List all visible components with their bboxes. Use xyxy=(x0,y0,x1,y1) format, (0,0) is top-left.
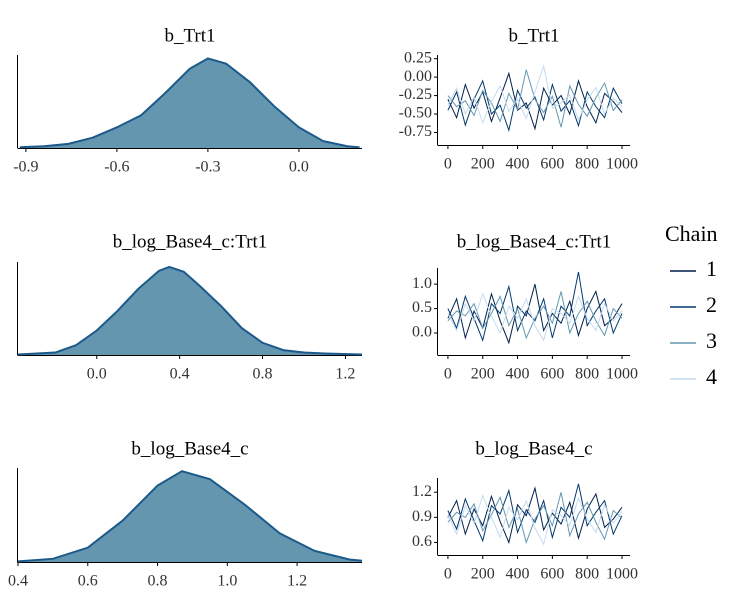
x-tick-label: 0.4 xyxy=(8,573,28,590)
x-tick-label: 0.8 xyxy=(148,573,168,590)
x-tick-label: 400 xyxy=(506,366,530,383)
y-tick-label: 0.0 xyxy=(412,324,432,341)
x-tick-label: -0.6 xyxy=(104,159,129,176)
density-line xyxy=(17,470,363,563)
x-tick-label: 1000 xyxy=(606,566,638,583)
trace-line xyxy=(447,492,623,545)
y-tick-label: -0.50 xyxy=(399,105,432,122)
x-tick-label: 600 xyxy=(540,156,564,173)
panel-title: b_Trt1 xyxy=(164,25,215,46)
trace-line xyxy=(447,79,623,133)
density-area xyxy=(18,266,362,355)
x-tick-label: 200 xyxy=(471,566,495,583)
panel-title: b_log_Base4_c:Trt1 xyxy=(113,231,267,252)
trace-line xyxy=(447,64,623,125)
x-tick-label: 0.6 xyxy=(78,573,98,590)
x-tick-label: 600 xyxy=(540,366,564,383)
x-tick-label: 600 xyxy=(540,566,564,583)
density-area xyxy=(19,58,360,148)
trace-line xyxy=(447,71,623,131)
y-tick-label: 0.9 xyxy=(412,508,432,525)
x-tick-label: 200 xyxy=(471,366,495,383)
density-line xyxy=(19,57,360,149)
panel-title: b_log_Base4_c xyxy=(475,438,592,459)
trace-line xyxy=(447,486,623,545)
panel-title: b_log_Base4_c:Trt1 xyxy=(457,231,611,252)
x-tick-label: 0.0 xyxy=(87,366,107,383)
trace-line xyxy=(447,292,623,342)
density-area xyxy=(18,471,362,562)
x-tick-label: -0.3 xyxy=(195,159,220,176)
y-tick-label: 0.00 xyxy=(404,68,432,85)
x-tick-label: 0 xyxy=(444,156,452,173)
y-tick-label: 1.2 xyxy=(412,483,432,500)
legend-label: 3 xyxy=(706,328,717,353)
x-tick-label: 1000 xyxy=(606,366,638,383)
y-tick-label: 1.0 xyxy=(412,275,432,292)
x-tick-label: 0 xyxy=(444,366,452,383)
trace-line xyxy=(447,283,623,345)
y-tick-label: -0.25 xyxy=(399,86,432,103)
x-tick-label: 1.0 xyxy=(217,573,237,590)
x-tick-label: 0.4 xyxy=(170,366,190,383)
x-tick-label: 400 xyxy=(506,156,530,173)
legend-title: Chain xyxy=(665,221,718,246)
panel-title: b_Trt1 xyxy=(508,25,559,46)
x-tick-label: -0.9 xyxy=(13,159,38,176)
x-tick-label: 0 xyxy=(444,566,452,583)
panel-title: b_log_Base4_c xyxy=(131,438,248,459)
y-tick-label: 0.5 xyxy=(412,299,432,316)
trace-line xyxy=(447,494,623,546)
density-line xyxy=(17,265,363,356)
x-tick-label: 0.8 xyxy=(253,366,273,383)
x-tick-label: 400 xyxy=(506,566,530,583)
x-tick-label: 1000 xyxy=(606,156,638,173)
trace-line xyxy=(447,271,623,342)
x-tick-label: 1.2 xyxy=(287,573,307,590)
x-tick-label: 800 xyxy=(575,566,599,583)
y-tick-label: -0.75 xyxy=(399,123,432,140)
x-tick-label: 1.2 xyxy=(335,366,355,383)
x-tick-label: 800 xyxy=(575,156,599,173)
x-tick-label: 800 xyxy=(575,366,599,383)
y-tick-label: 0.6 xyxy=(412,533,432,550)
x-tick-label: 200 xyxy=(471,156,495,173)
x-tick-label: 0.0 xyxy=(289,159,309,176)
legend-label: 2 xyxy=(706,292,717,317)
legend-label: 4 xyxy=(706,364,717,389)
legend-label: 1 xyxy=(706,256,717,281)
y-tick-label: 0.25 xyxy=(404,49,432,66)
